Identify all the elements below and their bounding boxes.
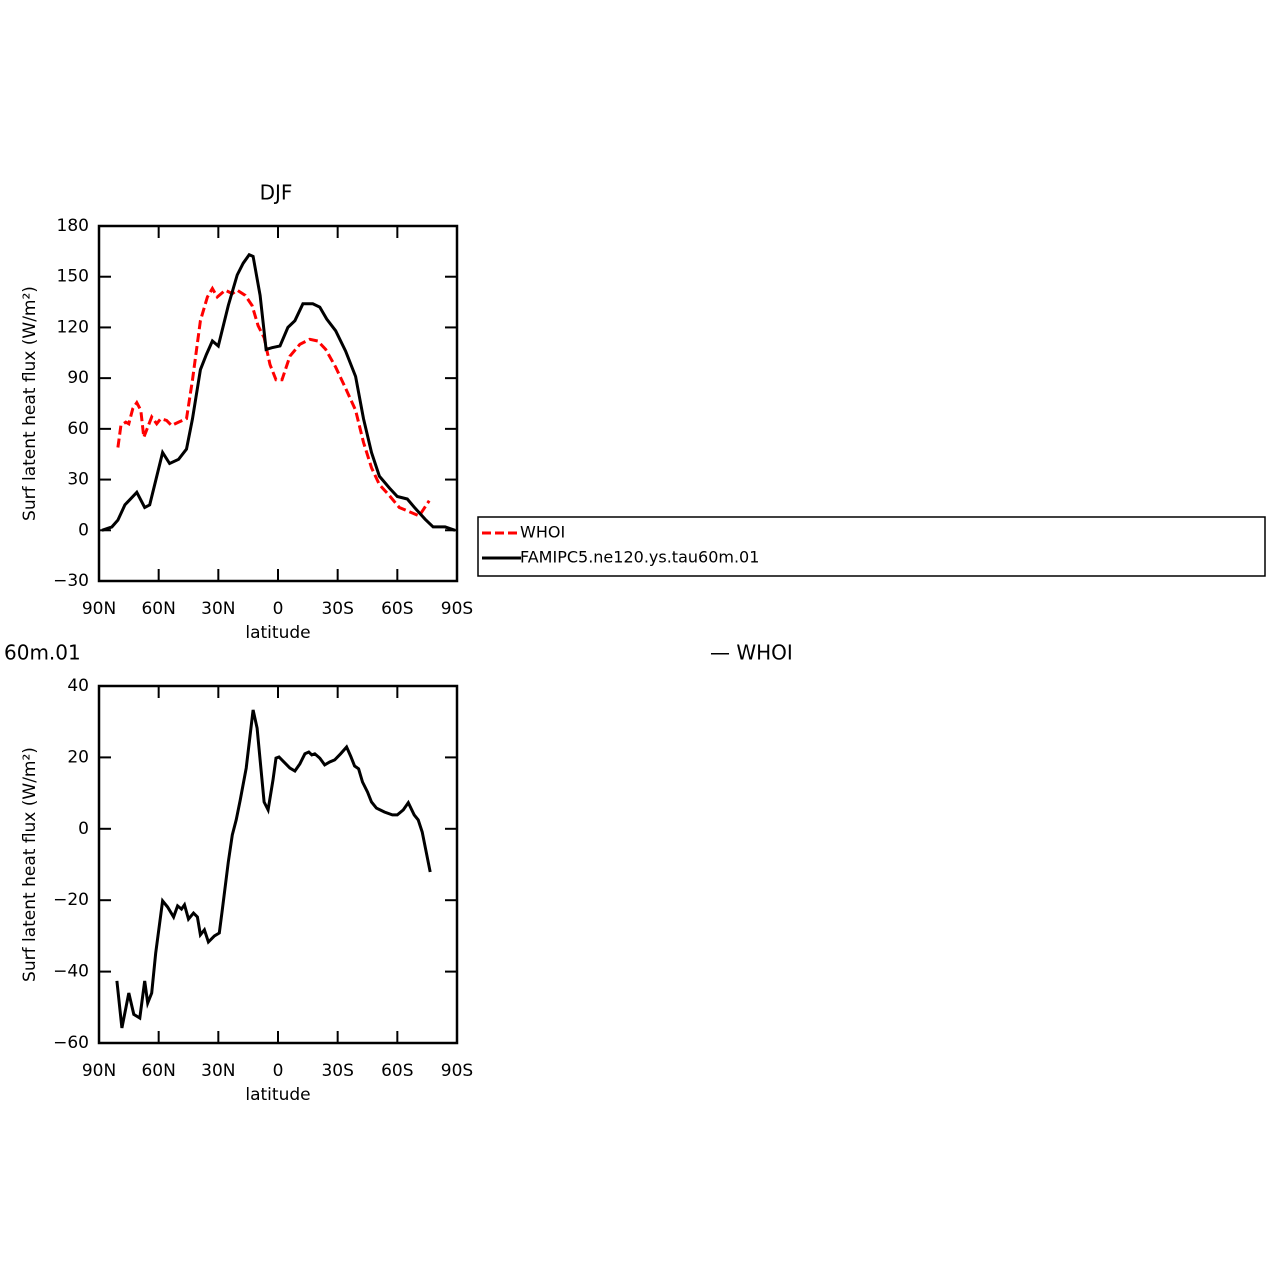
plot-frame xyxy=(97,224,459,583)
y-tick-label: 20 xyxy=(67,747,89,767)
series-line xyxy=(116,285,431,518)
y-tick-label: 0 xyxy=(78,520,89,540)
y-tick-label: −60 xyxy=(53,1033,89,1053)
x-axis-label: latitude xyxy=(245,1085,310,1105)
y-axis-label: Surf latent heat flux (W/m²) xyxy=(20,747,40,982)
x-tick-label: 90N xyxy=(82,1061,116,1081)
x-tick-label: 90S xyxy=(441,599,473,619)
legend-label: FAMIPC5.ne120.ys.tau60m.01 xyxy=(520,548,759,567)
y-tick-label: −30 xyxy=(53,571,89,591)
x-tick-label: 60S xyxy=(381,599,413,619)
x-tick-label: 0 xyxy=(273,1061,284,1081)
x-tick-label: 30S xyxy=(321,1061,353,1081)
y-tick-label: 30 xyxy=(67,470,89,490)
series-line xyxy=(115,709,432,1029)
y-tick-label: −40 xyxy=(53,962,89,982)
y-tick-label: 40 xyxy=(67,676,89,696)
x-tick-label: 0 xyxy=(273,599,284,619)
x-tick-label: 30N xyxy=(201,1061,235,1081)
y-tick-label: 60 xyxy=(67,419,89,439)
legend-label: WHOI xyxy=(520,523,565,542)
x-axis-label: latitude xyxy=(245,623,310,643)
x-tick-label: 90S xyxy=(441,1061,473,1081)
x-tick-label: 60S xyxy=(381,1061,413,1081)
x-tick-label: 90N xyxy=(82,599,116,619)
y-tick-label: 180 xyxy=(57,216,89,236)
y-tick-label: 90 xyxy=(67,368,89,388)
chart-title: DJF xyxy=(260,181,293,205)
plot-frame xyxy=(97,684,459,1045)
x-tick-label: 60N xyxy=(141,1061,175,1081)
series-line xyxy=(101,252,456,532)
y-tick-label: 120 xyxy=(57,317,89,337)
x-tick-label: 30N xyxy=(201,599,235,619)
chart-title-left: 60m.01 xyxy=(4,641,81,665)
x-tick-label: 30S xyxy=(321,599,353,619)
y-tick-label: 150 xyxy=(57,267,89,287)
legend-box xyxy=(477,516,1266,577)
y-axis-label: Surf latent heat flux (W/m²) xyxy=(20,286,40,521)
y-tick-label: −20 xyxy=(53,890,89,910)
x-tick-label: 60N xyxy=(141,599,175,619)
y-tick-label: 0 xyxy=(78,819,89,839)
chart-title-right: — WHOI xyxy=(710,641,793,665)
